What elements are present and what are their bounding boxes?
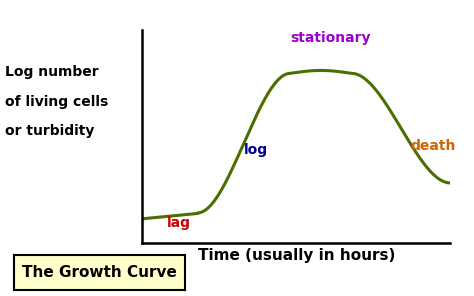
Text: or turbidity: or turbidity: [5, 124, 94, 138]
Text: log: log: [244, 144, 268, 157]
Text: Log number: Log number: [5, 65, 99, 79]
Text: lag: lag: [167, 216, 191, 230]
X-axis label: Time (usually in hours): Time (usually in hours): [198, 248, 395, 263]
Text: death: death: [410, 139, 456, 153]
Text: The Growth Curve: The Growth Curve: [22, 265, 177, 280]
Text: stationary: stationary: [290, 30, 371, 44]
Text: of living cells: of living cells: [5, 95, 108, 109]
